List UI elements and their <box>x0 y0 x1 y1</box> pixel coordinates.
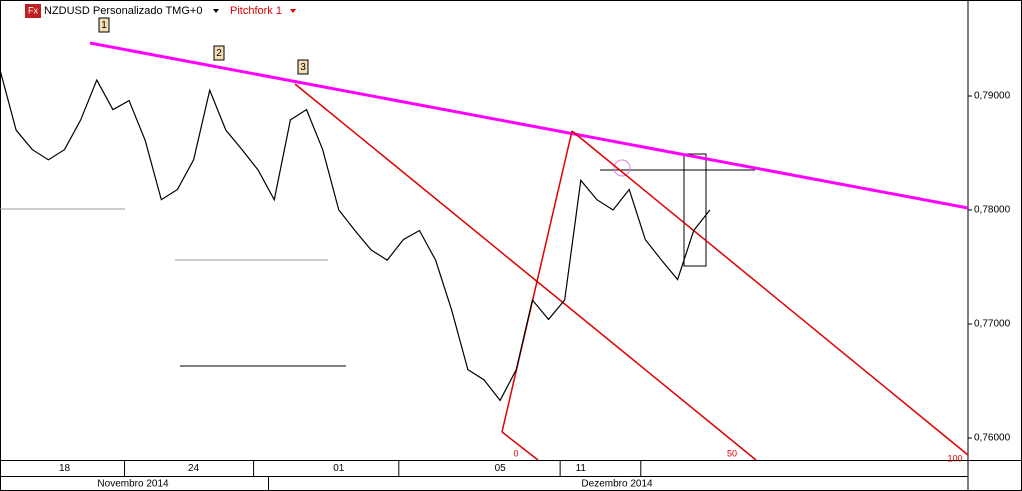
y-tick-label: 0,78000 <box>974 205 1011 216</box>
x-tick-label: 11 <box>576 463 587 474</box>
pitchfork-line <box>501 130 573 433</box>
y-tick-label: 0,79000 <box>974 91 1011 102</box>
x-tick-label: 24 <box>188 463 200 474</box>
x-tick-label: 01 <box>333 463 345 474</box>
pitchfork-level: 100 <box>947 453 962 463</box>
drawings <box>0 41 969 461</box>
pitchfork-level: 50 <box>727 448 737 458</box>
pitchfork-line <box>294 83 757 461</box>
chart-subtitle[interactable]: Pitchfork 1 <box>230 5 282 17</box>
pitchfork-line <box>501 431 539 461</box>
x-tick-label: 05 <box>495 463 507 474</box>
pitchfork-level: 0 <box>513 448 518 458</box>
box <box>683 153 707 267</box>
y-tick-label: 0,77000 <box>974 319 1011 330</box>
annotation: 2 <box>216 48 222 59</box>
month-label: Dezembro 2014 <box>581 479 653 490</box>
annotation-box <box>297 59 309 75</box>
month-label: Novembro 2014 <box>97 479 169 490</box>
price-line <box>0 69 711 402</box>
trend-line <box>89 41 969 210</box>
icon-box <box>25 4 41 18</box>
annotation: 3 <box>300 62 306 73</box>
pitchfork-line <box>571 130 969 456</box>
dropdown-arrow <box>290 9 296 13</box>
annotation-box <box>98 17 110 33</box>
annotation: 1 <box>101 20 107 31</box>
y-tick-label: 0,76000 <box>974 433 1011 444</box>
circle <box>613 159 631 177</box>
icon: Fx <box>28 5 38 15</box>
dropdown-arrow <box>213 9 219 13</box>
annotation-box <box>213 45 225 61</box>
chart-title[interactable]: NZDUSD Personalizado TMG+0 <box>44 5 202 17</box>
x-tick-label: 18 <box>59 463 71 474</box>
